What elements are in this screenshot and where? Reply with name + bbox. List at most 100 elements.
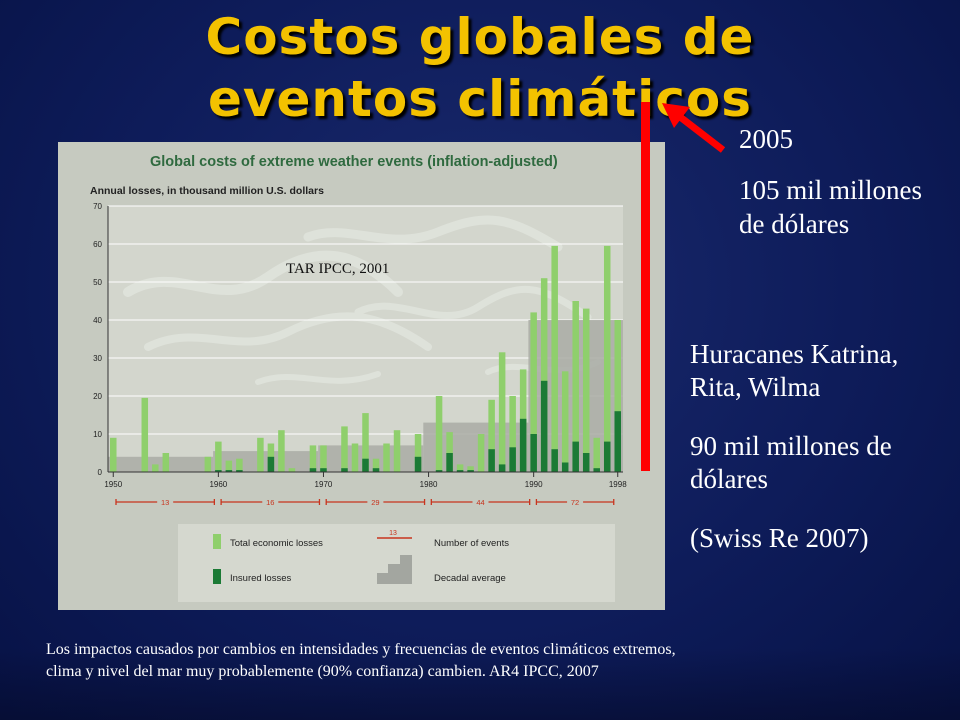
total-loss-bar — [152, 464, 159, 472]
bottom-gradient — [0, 648, 960, 720]
insured-loss-bar — [467, 470, 474, 472]
insured-loss-bar — [551, 449, 558, 472]
chart-legend: Total economic losses 13 Number of event… — [178, 524, 615, 602]
insured-loss-bar — [320, 468, 327, 472]
insured-loss-bar — [603, 441, 611, 472]
y-tick-label: 30 — [93, 354, 102, 363]
total-loss-bar — [530, 312, 537, 472]
insured-loss-bar — [362, 458, 369, 472]
insured-loss-bar — [593, 468, 600, 472]
insured-loss-bar — [236, 470, 243, 472]
x-tick-label: 1990 — [525, 480, 543, 489]
total-loss-bar — [257, 437, 264, 472]
insured-loss-bar — [225, 470, 233, 472]
footnote-line-2: clima y nivel del mar muy probablemente … — [46, 663, 599, 680]
insured-loss-bar — [519, 418, 527, 472]
total-loss-bar — [435, 396, 443, 472]
y-tick-label: 50 — [93, 278, 102, 287]
total-loss-bar — [288, 468, 296, 472]
insured-loss-bar — [267, 456, 275, 472]
year-2005-label: 2005 — [739, 124, 793, 154]
axes: 0 10 20 30 40 50 60 70 1950 1960 1970 1980 1990 1998 — [93, 202, 627, 489]
insured-loss-bar — [309, 468, 317, 472]
decadal-average-segment — [108, 456, 214, 472]
total-loss-bar — [467, 466, 474, 472]
legend-swatch-total — [213, 534, 221, 549]
x-tick-label: 1970 — [315, 480, 333, 489]
number-of-events-row: 13 16 29 44 72 — [115, 498, 615, 507]
legend-events-sample: 13 — [389, 530, 397, 537]
total-loss-bar — [561, 371, 569, 472]
insured-loss-bar — [530, 434, 537, 472]
insured-loss-bar — [498, 464, 506, 472]
hurricanes-text: Huracanes Katrina, Rita, Wilma — [690, 339, 899, 402]
total-loss-bar — [477, 434, 485, 472]
y-tick-label: 0 — [98, 468, 103, 477]
total-loss-bar — [204, 456, 212, 472]
insured-loss-bar — [215, 470, 222, 472]
total-loss-bar — [509, 396, 516, 472]
decadal-average-segment — [318, 445, 424, 472]
legend-label-total: Total economic losses — [230, 538, 323, 549]
x-tick-label: 1998 — [609, 480, 627, 489]
total-loss-bar — [362, 413, 369, 472]
figure-source-label: TAR IPCC, 2001 — [286, 261, 389, 277]
total-loss-bar — [278, 430, 285, 472]
insured-loss-bar — [614, 411, 622, 472]
insured-loss-bar — [509, 447, 516, 472]
y-tick-label: 40 — [93, 316, 102, 325]
insured-loss-bar — [572, 441, 579, 472]
y-tick-label: 60 — [93, 240, 102, 249]
legend-label-insured: Insured losses — [230, 573, 292, 584]
total-loss-bar — [109, 437, 117, 472]
bar-marks — [109, 245, 622, 472]
x-tick-label: 1980 — [420, 480, 438, 489]
total-loss-bar — [225, 460, 233, 472]
total-loss-bar — [540, 278, 548, 472]
total-loss-bar — [603, 245, 611, 472]
total-loss-bar — [320, 445, 327, 472]
slide-title: Costos globales de eventos climáticos — [150, 6, 810, 130]
events-count-label: 29 — [371, 498, 379, 507]
total-loss-bar — [582, 308, 590, 472]
total-loss-bar — [446, 432, 453, 472]
total-loss-bar — [414, 434, 422, 472]
total-loss-bar — [572, 301, 579, 472]
insured-loss-bar — [540, 380, 548, 472]
y-tick-label: 70 — [93, 202, 102, 211]
legend-box — [178, 524, 615, 602]
swiss-re-source: (Swiss Re 2007) — [690, 523, 869, 553]
legend-label-events: Number of events — [434, 538, 509, 549]
insured-loss-bar — [372, 468, 380, 472]
insured-loss-bar — [456, 470, 464, 472]
total-loss-bar — [498, 352, 506, 472]
loss-2005-text: 105 mil millones de dólares — [739, 175, 923, 239]
insured-loss-bar — [446, 453, 453, 472]
total-loss-bar — [614, 320, 622, 472]
total-loss-bar — [351, 443, 359, 472]
x-tick-label: 1960 — [209, 480, 227, 489]
total-loss-bar — [593, 437, 600, 472]
footnote: Los impactos causados por cambios en int… — [46, 639, 926, 683]
y-tick-label: 20 — [93, 392, 102, 401]
total-loss-bar — [236, 458, 243, 472]
legend-swatch-insured — [213, 569, 221, 584]
total-loss-bar — [309, 445, 317, 472]
total-loss-bar — [341, 426, 348, 472]
title-line-2: eventos climáticos — [208, 70, 752, 128]
events-count-label: 44 — [476, 498, 484, 507]
insured-loss-bar — [582, 453, 590, 472]
chart-figure: 0 10 20 30 40 50 60 70 1950 1960 1970 1980 1990 1998 … — [58, 142, 665, 610]
events-count-label: 13 — [161, 498, 169, 507]
insured-loss-bar — [488, 449, 495, 472]
total-loss-bar — [215, 441, 222, 472]
total-loss-bar — [393, 430, 401, 472]
title-line-1: Costos globales de — [205, 8, 755, 66]
insured-loss-bar — [341, 468, 348, 472]
total-loss-bar — [383, 443, 390, 472]
total-loss-bar — [162, 453, 170, 472]
events-count-label: 72 — [571, 498, 579, 507]
insured-loss-bar — [414, 456, 422, 472]
footnote-line-1: Los impactos causados por cambios en int… — [46, 641, 676, 658]
